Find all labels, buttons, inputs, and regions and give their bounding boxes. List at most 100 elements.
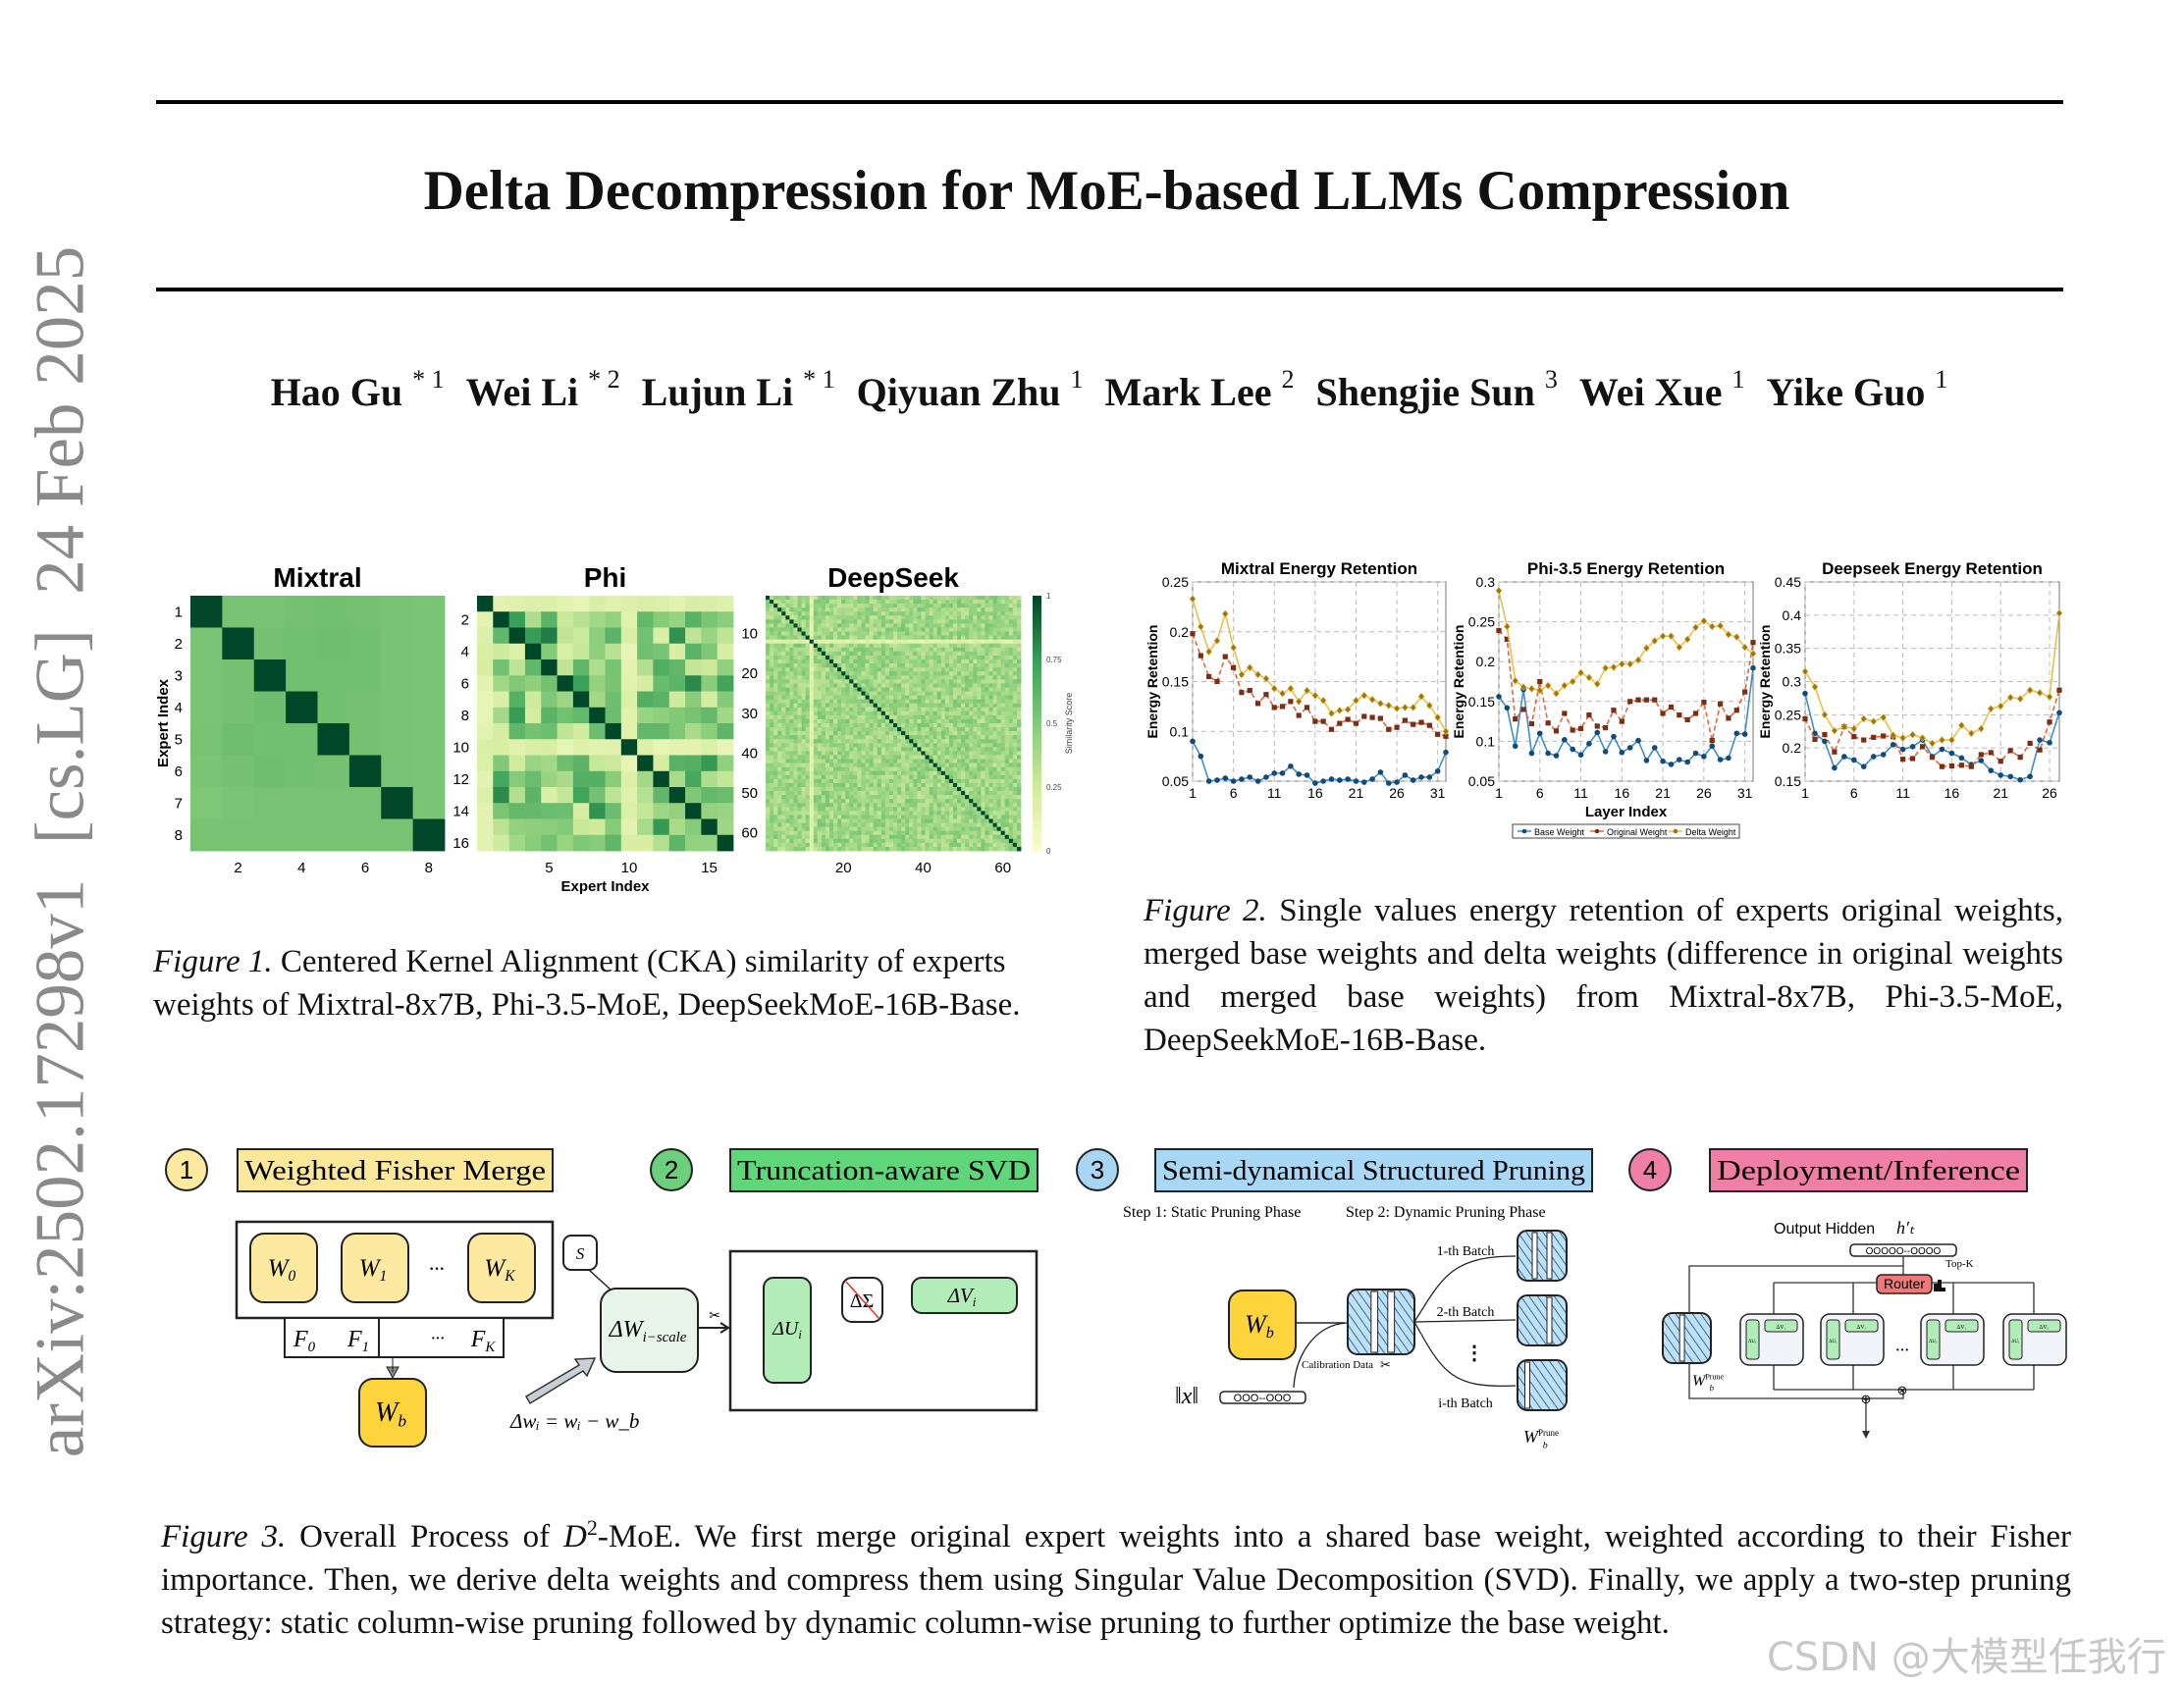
- heatmap-cell: [865, 842, 871, 848]
- heatmap-cell: [873, 683, 879, 688]
- heatmap-cell: [821, 770, 826, 776]
- heatmap-cell: [913, 763, 918, 768]
- heatmap-cell: [797, 834, 802, 840]
- heatmap-cell: [1004, 807, 1010, 812]
- heatmap-cell: [909, 834, 914, 840]
- heatmap-cell: [805, 615, 811, 620]
- heatmap-cell: [917, 600, 922, 605]
- heatmap-cell: [985, 731, 989, 736]
- heatmap-cell: [913, 842, 918, 848]
- heatmap-cell: [222, 755, 255, 788]
- colorbar-segment: [1033, 642, 1041, 648]
- colorbar-segment: [1033, 816, 1041, 822]
- heatmap-cell: [969, 615, 974, 620]
- heatmap-cell: [973, 826, 978, 832]
- heatmap-cell: [952, 611, 958, 616]
- heatmap-cell: [936, 604, 942, 608]
- heatmap-cell: [833, 615, 838, 620]
- heatmap-cell: [849, 739, 854, 744]
- colorbar-segment: [1033, 813, 1041, 817]
- heatmap-cell: [981, 611, 985, 616]
- heatmap-cell: [837, 774, 842, 780]
- heatmap-cell: [1012, 799, 1018, 804]
- heatmap-cell: [948, 619, 954, 624]
- heatmap-cell: [793, 631, 798, 637]
- heatmap-cell: [893, 687, 898, 692]
- heatmap-cell: [961, 707, 966, 712]
- heatmap-cell: [685, 611, 702, 628]
- y-tick-label: 8: [461, 708, 469, 724]
- heatmap-cell: [821, 774, 826, 780]
- heatmap-cell: [925, 811, 930, 816]
- heatmap-cell: [929, 619, 934, 624]
- heatmap-cell: [1000, 596, 1006, 601]
- heatmap-cell: [957, 651, 962, 657]
- heatmap-cell: [996, 795, 1002, 800]
- heatmap-cell: [969, 607, 974, 612]
- heatmap-cell: [988, 707, 993, 712]
- heatmap-cell: [1000, 739, 1006, 744]
- heatmap-cell: [905, 619, 910, 624]
- heatmap-cell: [932, 838, 938, 844]
- heatmap-cell: [981, 699, 985, 705]
- heatmap-cell: [973, 711, 978, 716]
- y-tick-label: 0.15: [1468, 694, 1495, 710]
- heatmap-cell: [897, 766, 902, 772]
- heatmap-cell: [1008, 743, 1014, 748]
- heatmap-cell: [766, 651, 771, 657]
- heatmap-cell: [988, 639, 993, 645]
- heatmap-cell: [888, 596, 894, 601]
- heatmap-cell: [877, 663, 882, 668]
- heatmap-cell: [777, 787, 782, 792]
- heatmap-cell: [969, 718, 974, 724]
- heatmap-cell: [1012, 811, 1018, 816]
- heatmap-cell: [1004, 663, 1010, 668]
- heatmap-cell: [981, 822, 985, 828]
- author: Yike Guo 1: [1766, 365, 1947, 414]
- heatmap-cell: [884, 631, 890, 637]
- heatmap-cell: [957, 791, 962, 796]
- heatmap-cell: [936, 846, 942, 852]
- heatmap-cell: [957, 683, 962, 688]
- heatmap-cell: [1004, 778, 1010, 784]
- heatmap-cell: [888, 811, 894, 816]
- heatmap-cell: [865, 735, 871, 740]
- data-point: [1570, 746, 1575, 753]
- heatmap-cell: [841, 639, 846, 645]
- heatmap-cell: [717, 755, 734, 772]
- heatmap-cell: [913, 627, 918, 632]
- heatmap-cell: [1004, 723, 1010, 728]
- heatmap-cell: [589, 770, 606, 788]
- heatmap-cell: [793, 770, 798, 776]
- heatmap-cell: [793, 834, 798, 840]
- heatmap-cell: [925, 778, 930, 784]
- heatmap-cell: [833, 687, 838, 692]
- heatmap-cell: [925, 619, 930, 624]
- heatmap-cell: [977, 671, 982, 676]
- heatmap-cell: [805, 623, 811, 628]
- heatmap-cell: [932, 826, 938, 832]
- heatmap-cell: [1016, 791, 1022, 796]
- heatmap-cell: [877, 627, 882, 632]
- heatmap-cell: [965, 635, 970, 641]
- heatmap-cell: [829, 751, 834, 756]
- heatmap-cell: [880, 623, 886, 628]
- heatmap-cell: [952, 815, 958, 819]
- heatmap-cell: [936, 699, 942, 705]
- heatmap-cell: [717, 675, 734, 692]
- heatmap-cell: [809, 667, 815, 672]
- heatmap-cell: [861, 747, 866, 752]
- y-tick-label: 0.25: [1162, 574, 1189, 590]
- heatmap-cell: [957, 663, 962, 668]
- heatmap-cell: [770, 743, 774, 748]
- heatmap-cell: [861, 818, 866, 823]
- heatmap-cell: [841, 815, 846, 819]
- heatmap-cell: [777, 759, 782, 764]
- heatmap-cell: [766, 714, 771, 720]
- heatmap-cell: [873, 679, 879, 684]
- heatmap-cell: [948, 799, 954, 804]
- heatmap-cell: [880, 683, 886, 688]
- heatmap-cell: [917, 770, 922, 776]
- heatmap-cell: [985, 619, 989, 624]
